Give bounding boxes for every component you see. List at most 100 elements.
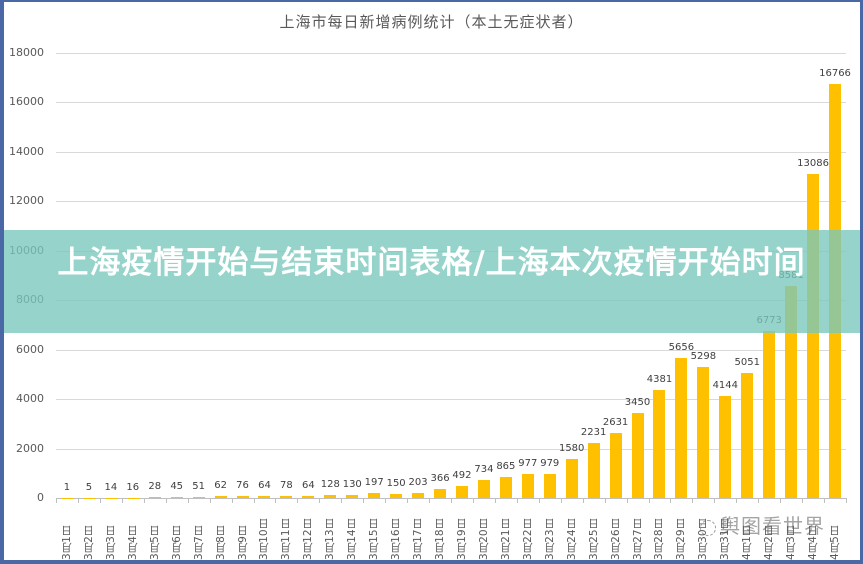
bar bbox=[719, 395, 732, 498]
x-tick-mark bbox=[648, 498, 650, 503]
x-tick-mark bbox=[297, 498, 299, 503]
gridline bbox=[56, 53, 846, 54]
bar-value-label: 492 bbox=[452, 469, 472, 481]
bar-value-label: 979 bbox=[540, 457, 560, 469]
smiley-logo-icon bbox=[700, 519, 716, 536]
x-tick-mark bbox=[516, 498, 518, 503]
x-tick-label: 3月6日 bbox=[170, 525, 183, 560]
x-tick-label: 3月28日 bbox=[653, 518, 666, 560]
x-tick-mark bbox=[143, 498, 145, 503]
bar-value-label: 62 bbox=[214, 480, 227, 492]
bar bbox=[390, 494, 403, 498]
x-tick-label: 3月8日 bbox=[214, 525, 227, 560]
bar-value-label: 203 bbox=[408, 476, 428, 488]
x-tick-mark bbox=[538, 498, 540, 503]
x-tick-mark bbox=[604, 498, 606, 503]
x-tick-mark bbox=[407, 498, 409, 503]
bar bbox=[148, 497, 161, 499]
bar bbox=[785, 285, 798, 498]
bar bbox=[412, 492, 425, 498]
bar bbox=[565, 458, 578, 498]
bar-value-label: 4381 bbox=[646, 373, 673, 385]
x-tick-mark bbox=[231, 498, 233, 503]
title-banner: 上海疫情开始与结束时间表格/上海本次疫情开始时间 bbox=[0, 230, 863, 333]
x-tick-label: 3月29日 bbox=[675, 518, 688, 560]
bar bbox=[368, 493, 381, 498]
x-tick-label: 3月21日 bbox=[499, 518, 512, 560]
bar bbox=[741, 373, 754, 498]
x-tick-mark bbox=[275, 498, 277, 503]
x-tick-label: 3月4日 bbox=[126, 525, 139, 560]
bar-value-label: 197 bbox=[364, 477, 384, 489]
bar-value-label: 2631 bbox=[602, 416, 629, 428]
bar-value-label: 14 bbox=[104, 481, 118, 493]
bar bbox=[126, 497, 139, 499]
x-tick-mark bbox=[802, 498, 804, 503]
bar bbox=[675, 358, 688, 498]
bar bbox=[82, 497, 95, 499]
bar-value-label: 16 bbox=[126, 481, 140, 493]
bar bbox=[455, 485, 468, 498]
y-tick-label: 6000 bbox=[16, 342, 44, 356]
x-tick-label: 3月2日 bbox=[82, 525, 95, 560]
x-tick-mark bbox=[253, 498, 255, 503]
x-tick-mark bbox=[758, 498, 760, 503]
bar bbox=[324, 494, 337, 498]
y-tick-label: 12000 bbox=[9, 194, 44, 208]
x-tick-mark bbox=[187, 498, 189, 503]
bar-value-label: 64 bbox=[301, 480, 315, 492]
gridline bbox=[56, 151, 846, 153]
x-tick-mark bbox=[692, 498, 694, 503]
bar bbox=[104, 497, 117, 499]
y-tick-label: 4000 bbox=[16, 392, 44, 406]
x-tick-label: 3月11日 bbox=[280, 518, 293, 560]
banner-headline: 上海疫情开始与结束时间表格/上海本次疫情开始时间 bbox=[57, 245, 806, 281]
x-tick-mark bbox=[780, 498, 782, 503]
x-tick-mark bbox=[714, 498, 716, 503]
x-tick-mark bbox=[494, 498, 496, 503]
x-tick-mark bbox=[451, 498, 452, 503]
bar-value-label: 5656 bbox=[668, 342, 695, 354]
x-tick-mark bbox=[824, 498, 826, 503]
x-tick-mark bbox=[165, 498, 167, 503]
bar-value-label: 51 bbox=[192, 480, 205, 492]
y-tick-label: 2000 bbox=[16, 441, 44, 455]
bar-value-label: 64 bbox=[258, 480, 271, 492]
bar-value-label: 78 bbox=[280, 480, 293, 492]
bar-value-label: 734 bbox=[474, 463, 494, 475]
y-tick-label: 0 bbox=[37, 491, 44, 504]
bar-value-label: 1 bbox=[63, 481, 71, 493]
bar bbox=[587, 442, 600, 498]
x-tick-label: 3月26日 bbox=[609, 518, 622, 560]
x-tick-mark bbox=[56, 498, 57, 503]
x-tick-label: 3月23日 bbox=[543, 518, 556, 560]
bar-value-label: 2231 bbox=[580, 426, 607, 438]
bar bbox=[280, 496, 293, 498]
bar bbox=[499, 476, 512, 498]
x-tick-label: 3月20日 bbox=[477, 518, 490, 560]
gridline bbox=[56, 102, 846, 104]
bar bbox=[346, 494, 359, 498]
gridline bbox=[56, 448, 846, 450]
y-tick-label: 16000 bbox=[9, 95, 44, 109]
bar-value-label: 1580 bbox=[558, 442, 585, 454]
x-tick-mark bbox=[736, 498, 738, 503]
x-tick-label: 3月16日 bbox=[390, 518, 403, 560]
gridline bbox=[56, 201, 846, 203]
bar bbox=[521, 473, 534, 498]
chart-title: 上海市每日新增病例统计（本土无症状者） bbox=[279, 13, 584, 31]
bar-value-label: 76 bbox=[236, 480, 249, 492]
x-tick-mark bbox=[846, 498, 847, 503]
bar-value-label: 130 bbox=[342, 478, 362, 490]
x-tick-mark bbox=[582, 498, 584, 503]
bar bbox=[258, 496, 271, 498]
bar-value-label: 3450 bbox=[624, 396, 651, 408]
bar bbox=[807, 174, 820, 498]
bar bbox=[434, 488, 447, 498]
x-tick-mark bbox=[99, 498, 101, 503]
bar-value-label: 13086 bbox=[797, 158, 829, 170]
bar bbox=[697, 367, 710, 498]
x-tick-label: 3月15日 bbox=[368, 518, 381, 560]
x-tick-mark bbox=[341, 498, 343, 503]
bar bbox=[763, 330, 776, 498]
